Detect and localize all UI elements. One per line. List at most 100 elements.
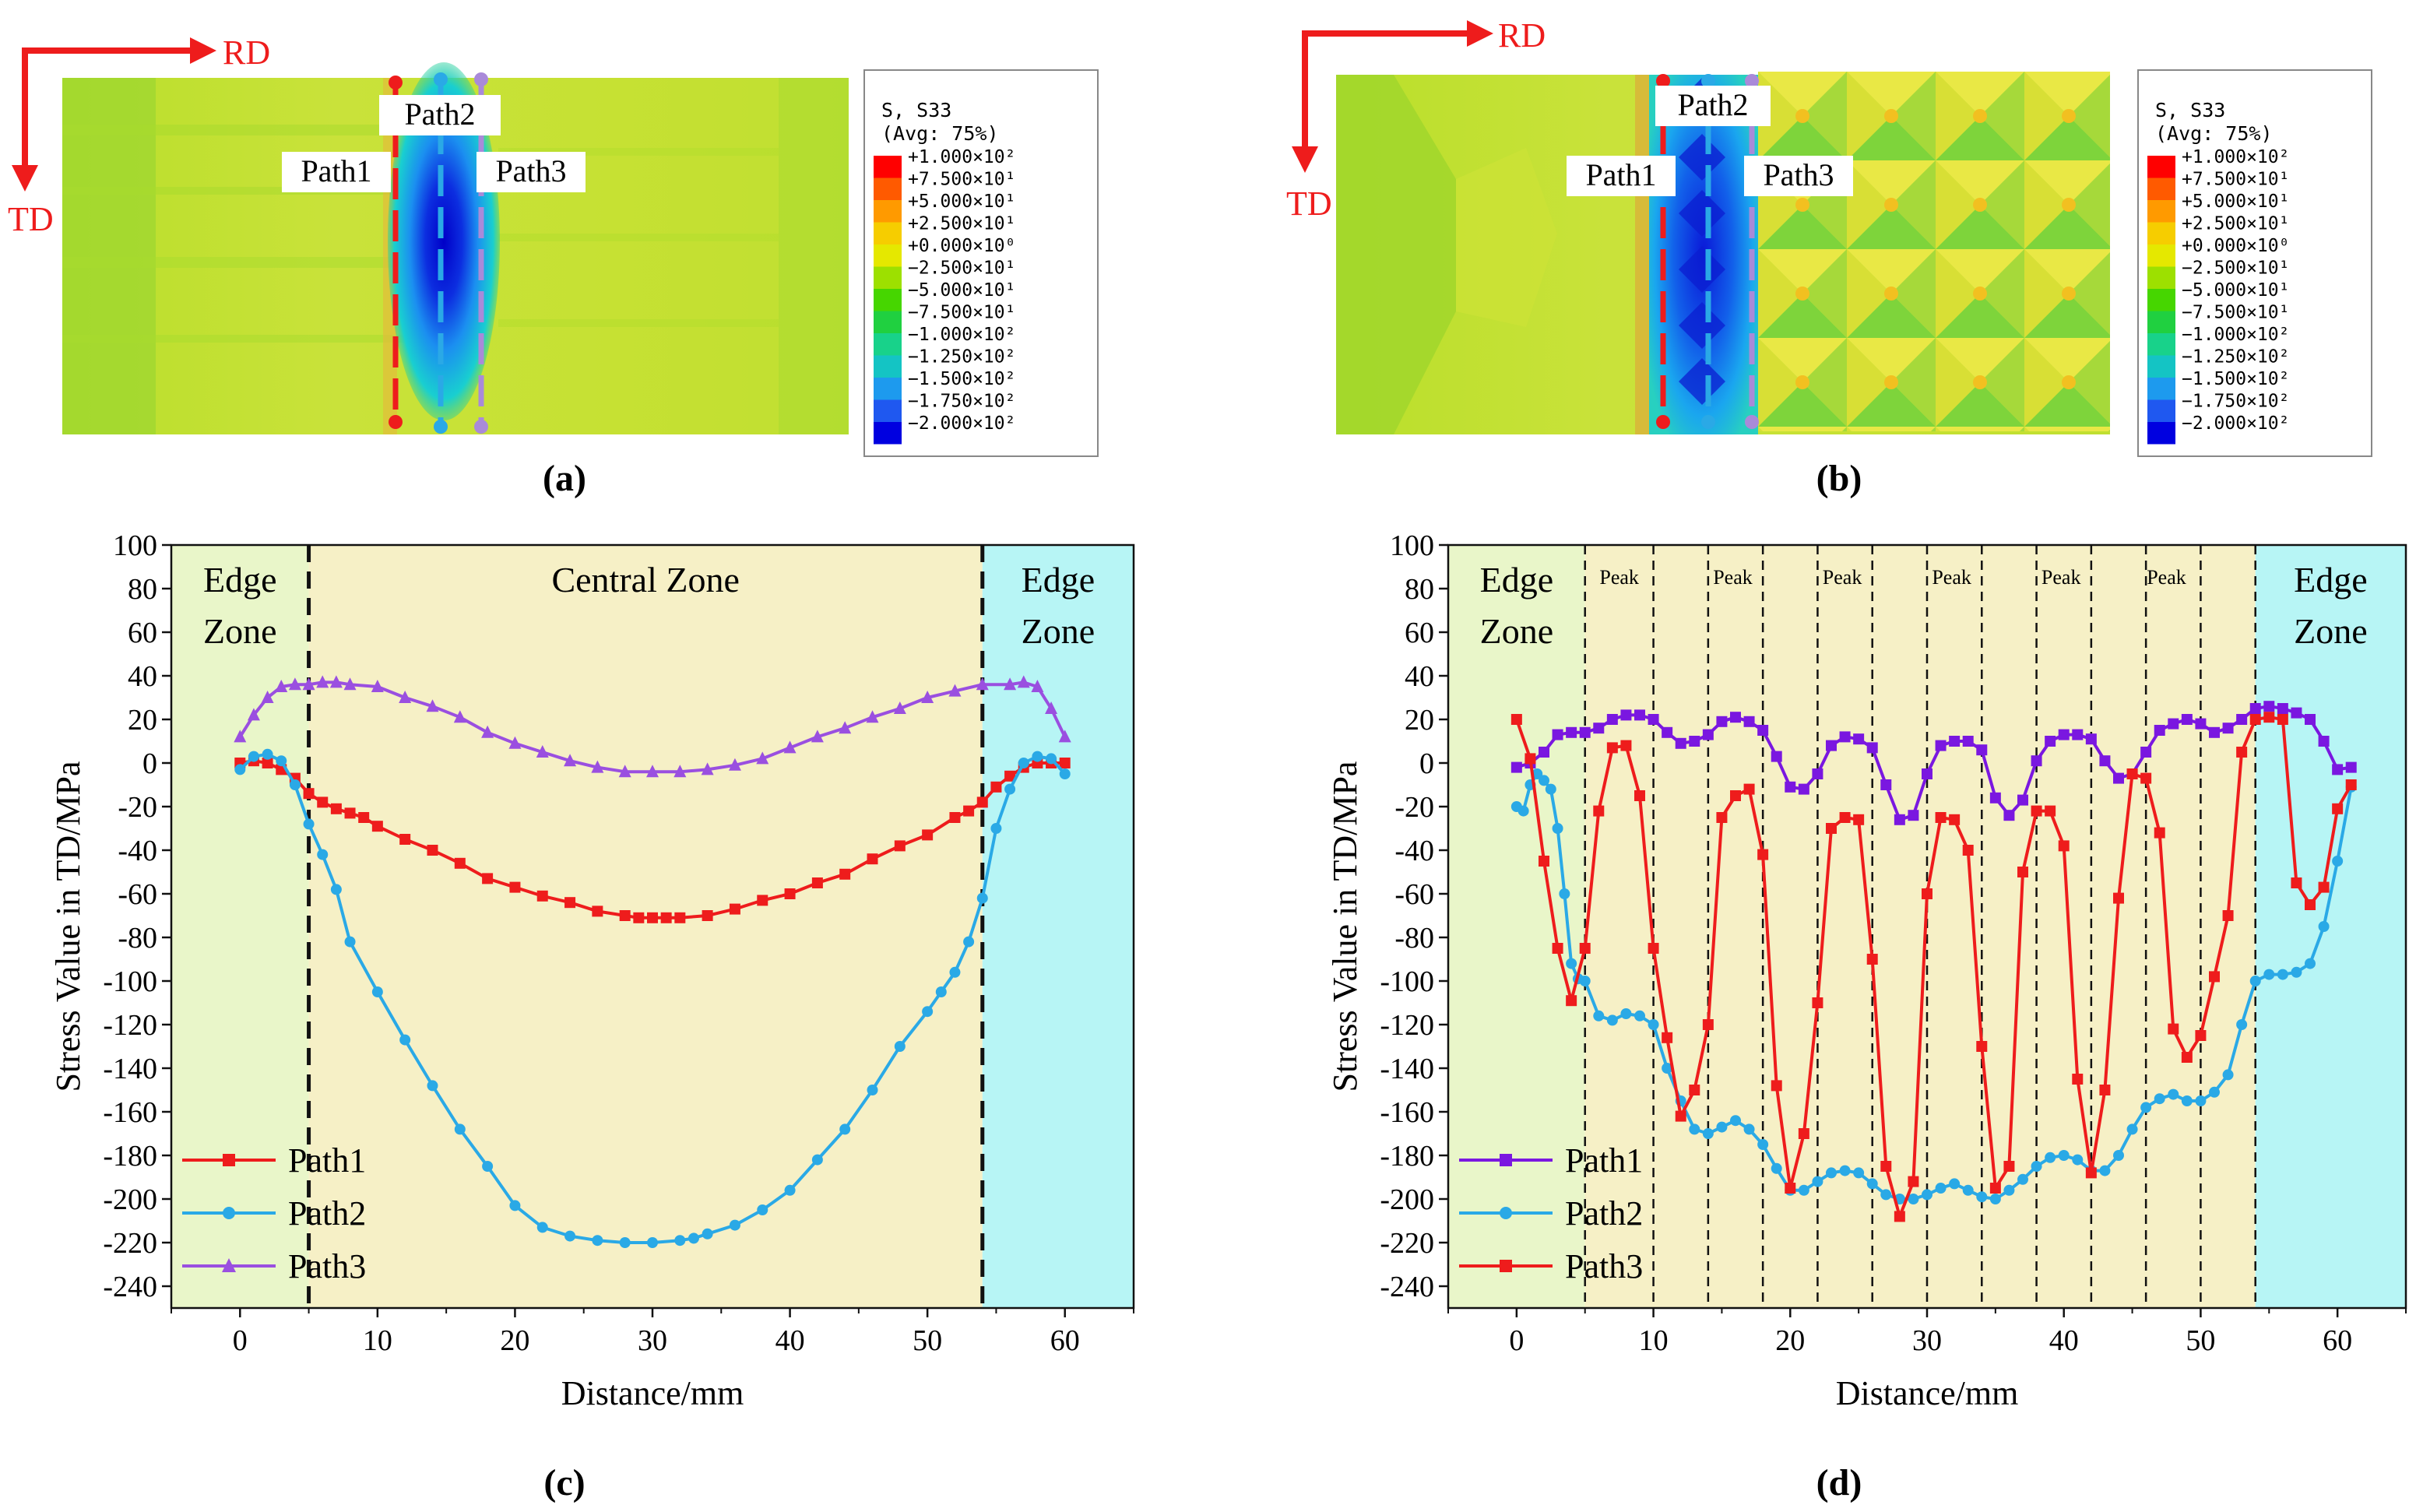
data-point-square — [1989, 1183, 2001, 1194]
data-point-circle — [1539, 775, 1549, 786]
data-point-circle — [1989, 1194, 2001, 1204]
data-point-square — [2291, 877, 2302, 888]
data-point-square — [1716, 812, 1728, 823]
data-point-square — [2209, 726, 2220, 738]
data-point-square — [1839, 812, 1851, 823]
panel-label-b: (b) — [1816, 458, 1862, 499]
data-point-square — [1949, 814, 1961, 825]
path1-end-marker — [389, 415, 403, 429]
legend-level: +0.000×10⁰ — [908, 236, 1015, 256]
legend-level: −5.000×10¹ — [2182, 280, 2289, 301]
zone-band — [171, 545, 309, 1308]
data-point-square — [2332, 764, 2344, 775]
data-point-square — [784, 888, 796, 899]
path2-label: Path2 — [1677, 87, 1748, 122]
data-point-square — [1743, 783, 1755, 795]
legend-level: −1.500×10² — [908, 369, 1015, 389]
data-point-square — [1648, 943, 1659, 954]
data-point-triangle — [453, 710, 466, 723]
data-point-square — [2181, 714, 2193, 725]
data-point-circle — [922, 1006, 934, 1018]
data-point-circle — [1552, 823, 1563, 834]
plate-a-texture — [62, 125, 779, 343]
zone-label: Edge — [1480, 560, 1554, 600]
x-tick-label: 40 — [2049, 1324, 2079, 1357]
data-point-circle — [1517, 805, 1529, 817]
y-tick-label: 40 — [1405, 660, 1434, 693]
data-point-square — [330, 803, 342, 814]
data-point-circle — [2318, 921, 2330, 932]
data-point-square — [2277, 703, 2288, 714]
data-point-triangle — [536, 745, 549, 758]
data-point-square — [1675, 737, 1686, 749]
data-point-circle — [1545, 783, 1556, 795]
data-point-circle — [1566, 958, 1577, 969]
legend-swatch — [2147, 311, 2175, 333]
zone-label: Zone — [203, 611, 277, 651]
data-point-triangle — [646, 765, 659, 778]
zone-label: Zone — [1480, 611, 1554, 651]
data-point-circle — [1743, 1123, 1755, 1135]
legend-swatch — [874, 156, 902, 178]
data-point-square — [1675, 1110, 1686, 1122]
data-point-circle — [2195, 1095, 2207, 1106]
data-point-square — [1757, 849, 1769, 860]
stress-diamond — [1679, 246, 1725, 293]
data-point-square — [2345, 761, 2357, 773]
data-point-circle — [1579, 976, 1591, 986]
data-point-square — [2003, 1161, 2015, 1172]
data-point-square — [1880, 779, 1892, 790]
data-point-circle — [276, 755, 287, 767]
legend-label: Path2 — [288, 1194, 366, 1232]
data-point-square — [1908, 810, 1919, 821]
y-tick-label: -240 — [103, 1271, 157, 1303]
x-tick-label: 30 — [1912, 1324, 1942, 1357]
path2-end-marker — [1701, 415, 1715, 429]
x-tick-label: 20 — [500, 1324, 529, 1357]
path3-end-marker — [1745, 415, 1759, 429]
data-point-square — [2305, 899, 2316, 910]
data-point-square — [2195, 1030, 2207, 1041]
data-point-square — [1894, 814, 1905, 825]
data-point-square — [1976, 1041, 1988, 1052]
data-point-circle — [2291, 966, 2302, 978]
data-point-circle — [262, 748, 273, 760]
legend-level: +5.000×10¹ — [908, 192, 1015, 212]
data-point-circle — [2099, 1165, 2111, 1176]
data-point-circle — [1018, 758, 1029, 768]
peak-label: Peak — [1599, 566, 1639, 589]
data-point-square — [2209, 971, 2220, 983]
data-point-triangle — [1004, 677, 1017, 691]
data-point-triangle — [811, 730, 824, 743]
legend-level: −1.250×10² — [908, 347, 1015, 367]
data-point-square — [647, 912, 658, 923]
path2-end-marker — [1701, 74, 1715, 88]
y-tick-label: -20 — [118, 791, 157, 824]
data-point-square — [757, 895, 768, 906]
data-point-circle — [454, 1123, 466, 1135]
legend-swatch — [874, 422, 902, 445]
data-point-triangle — [316, 675, 329, 688]
data-point-square — [2332, 803, 2344, 814]
legend-swatch — [874, 399, 902, 422]
legend-label: Path2 — [1565, 1194, 1643, 1232]
legend-level: −1.000×10² — [2182, 325, 2289, 345]
data-point-circle — [592, 1235, 603, 1247]
data-point-triangle — [618, 765, 631, 778]
y-tick-label: -160 — [1380, 1096, 1434, 1129]
x-tick-label: 10 — [1639, 1324, 1669, 1357]
data-point-square — [1812, 997, 1823, 1008]
legend-swatch — [874, 266, 902, 289]
data-point-square — [1962, 845, 1974, 856]
td-arrowhead — [12, 165, 38, 192]
y-tick-label: 80 — [1405, 573, 1434, 606]
data-point-square — [839, 868, 851, 880]
data-point-square — [2291, 707, 2302, 719]
data-point-circle — [1826, 1167, 1837, 1179]
data-point-square — [2058, 729, 2070, 740]
data-point-circle — [289, 779, 301, 790]
series-line — [1515, 716, 2353, 1218]
legend-avg: (Avg: 75%) — [2155, 122, 2273, 145]
y-tick-label: -200 — [103, 1183, 157, 1216]
legend-label: Path1 — [1565, 1141, 1643, 1180]
